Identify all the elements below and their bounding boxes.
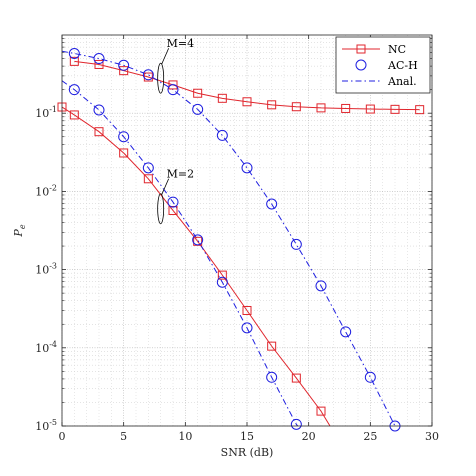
data-point	[168, 80, 178, 90]
data-point	[167, 196, 179, 208]
data-point	[143, 174, 153, 184]
annotation-label: M=2	[167, 168, 194, 181]
x-tick-label: 15	[240, 430, 254, 443]
data-point	[217, 93, 227, 103]
ticks-layer: 0 5 10 15 20 25 30 10-5 10-4 10-3 10-2 10-1	[35, 35, 439, 443]
data-point	[119, 148, 129, 158]
data-point	[69, 56, 79, 66]
data-point	[340, 326, 352, 338]
x-tick-label: 20	[302, 430, 316, 443]
data-point	[267, 100, 277, 110]
data-point	[68, 84, 80, 96]
data-point	[217, 270, 227, 280]
data-point	[316, 406, 326, 416]
legend-box	[335, 36, 431, 94]
data-point	[242, 305, 252, 315]
x-tick-label: 10	[178, 430, 192, 443]
data-point	[365, 104, 375, 114]
legend: NC AC-H Anal.	[335, 36, 431, 94]
series-line-anal--m4	[62, 50, 396, 426]
data-point	[168, 205, 178, 215]
data-point	[241, 162, 253, 174]
data-point	[266, 371, 278, 383]
data-point	[93, 104, 105, 116]
data-point	[315, 280, 327, 292]
y-tick-label: 10-1	[35, 105, 57, 120]
y-tick-label: 10-4	[35, 340, 57, 355]
x-tick-label: 30	[425, 430, 439, 443]
data-point	[290, 238, 302, 250]
data-point	[142, 69, 154, 81]
data-point	[242, 97, 252, 107]
data-point	[142, 162, 154, 174]
legend-label: NC	[388, 43, 406, 56]
data-point	[93, 53, 105, 65]
data-point	[118, 59, 130, 71]
data-point	[216, 129, 228, 141]
data-point	[216, 276, 228, 288]
data-point	[341, 103, 351, 113]
data-point	[192, 103, 204, 115]
y-tick-label: 10-5	[35, 418, 57, 433]
data-point	[69, 110, 79, 120]
annotation-leader	[161, 48, 170, 65]
data-point	[192, 234, 204, 246]
data-point	[193, 88, 203, 98]
data-point	[267, 341, 277, 351]
y-tick-label: 10-2	[35, 183, 57, 198]
legend-label: Anal.	[387, 75, 417, 88]
marker-layer	[57, 47, 425, 432]
legend-marker	[355, 59, 367, 71]
series-line-nc-m4	[74, 60, 420, 111]
y-axis-label: Pe	[12, 224, 27, 237]
annotation-label: M=4	[167, 37, 194, 50]
minor-grid	[62, 35, 432, 426]
data-point	[364, 371, 376, 383]
data-point	[94, 127, 104, 137]
data-point	[94, 59, 104, 69]
data-point	[119, 66, 129, 76]
data-point	[266, 198, 278, 210]
annotation-leader	[161, 178, 170, 195]
data-point	[167, 84, 179, 96]
annotation-ellipse	[157, 62, 165, 94]
x-tick-label: 25	[363, 430, 377, 443]
data-point	[241, 322, 253, 334]
legend-marker	[356, 44, 366, 54]
annotations-layer: M=4 M=2	[157, 37, 194, 225]
data-point	[291, 373, 301, 383]
data-point	[290, 418, 302, 430]
x-axis-label: SNR (dB)	[221, 446, 274, 459]
x-tick-label: 5	[120, 430, 127, 443]
data-point	[415, 105, 425, 115]
x-tick-label: 0	[59, 430, 66, 443]
series-line-nc-m2	[62, 106, 331, 426]
y-tick-label: 10-3	[35, 262, 57, 277]
data-point	[291, 102, 301, 112]
data-point	[118, 131, 130, 143]
annotation-ellipse	[157, 193, 165, 225]
data-point	[390, 104, 400, 114]
legend-label: AC-H	[387, 59, 418, 72]
data-point	[68, 47, 80, 59]
data-point	[316, 103, 326, 113]
